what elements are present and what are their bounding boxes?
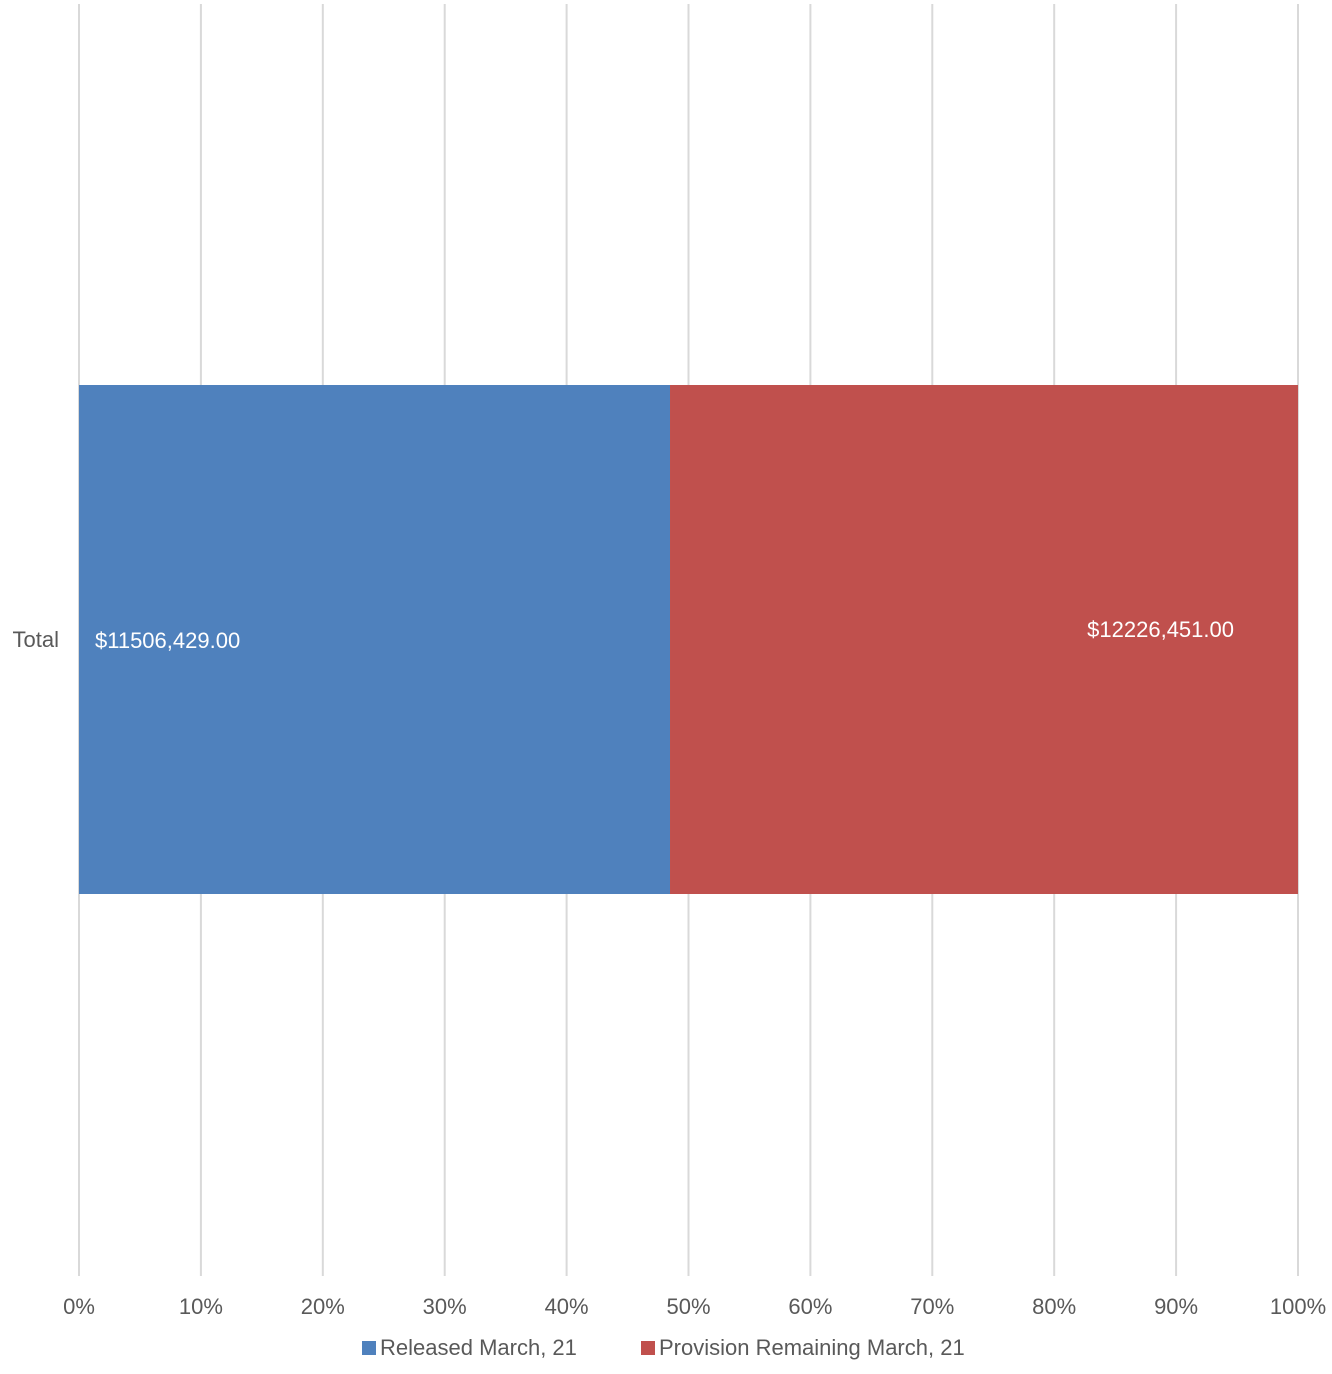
x-tick-label: 30%	[423, 1294, 467, 1319]
x-tick-label: 0%	[63, 1294, 95, 1319]
legend-swatch	[641, 1341, 655, 1355]
x-tick-label: 40%	[545, 1294, 589, 1319]
x-tick-label: 80%	[1032, 1294, 1076, 1319]
bar-segment	[79, 385, 671, 894]
legend: Released March, 21 Provision Remaining Ma…	[362, 1335, 965, 1360]
x-tick-label: 10%	[179, 1294, 223, 1319]
x-tick-label: 100%	[1270, 1294, 1326, 1319]
data-labels: $11506,429.00 $12226,451.00	[95, 617, 1234, 653]
x-tick-label: 70%	[910, 1294, 954, 1319]
legend-swatch	[362, 1341, 376, 1355]
x-tick-label: 60%	[788, 1294, 832, 1319]
data-label: $12226,451.00	[1087, 617, 1234, 642]
bars	[79, 385, 1298, 894]
data-label: $11506,429.00	[95, 628, 240, 653]
y-category-label: Total	[13, 627, 59, 652]
x-tick-label: 20%	[301, 1294, 345, 1319]
y-axis-category-labels: Total	[13, 627, 59, 652]
bar-segment	[670, 385, 1298, 894]
x-tick-label: 90%	[1154, 1294, 1198, 1319]
x-axis-tick-labels: 0% 10% 20% 30% 40% 50% 60% 70% 80% 90% 100%	[63, 1294, 1326, 1319]
legend-label: Provision Remaining March, 21	[659, 1335, 965, 1360]
x-tick-label: 50%	[666, 1294, 710, 1319]
legend-label: Released March, 21	[380, 1335, 577, 1360]
